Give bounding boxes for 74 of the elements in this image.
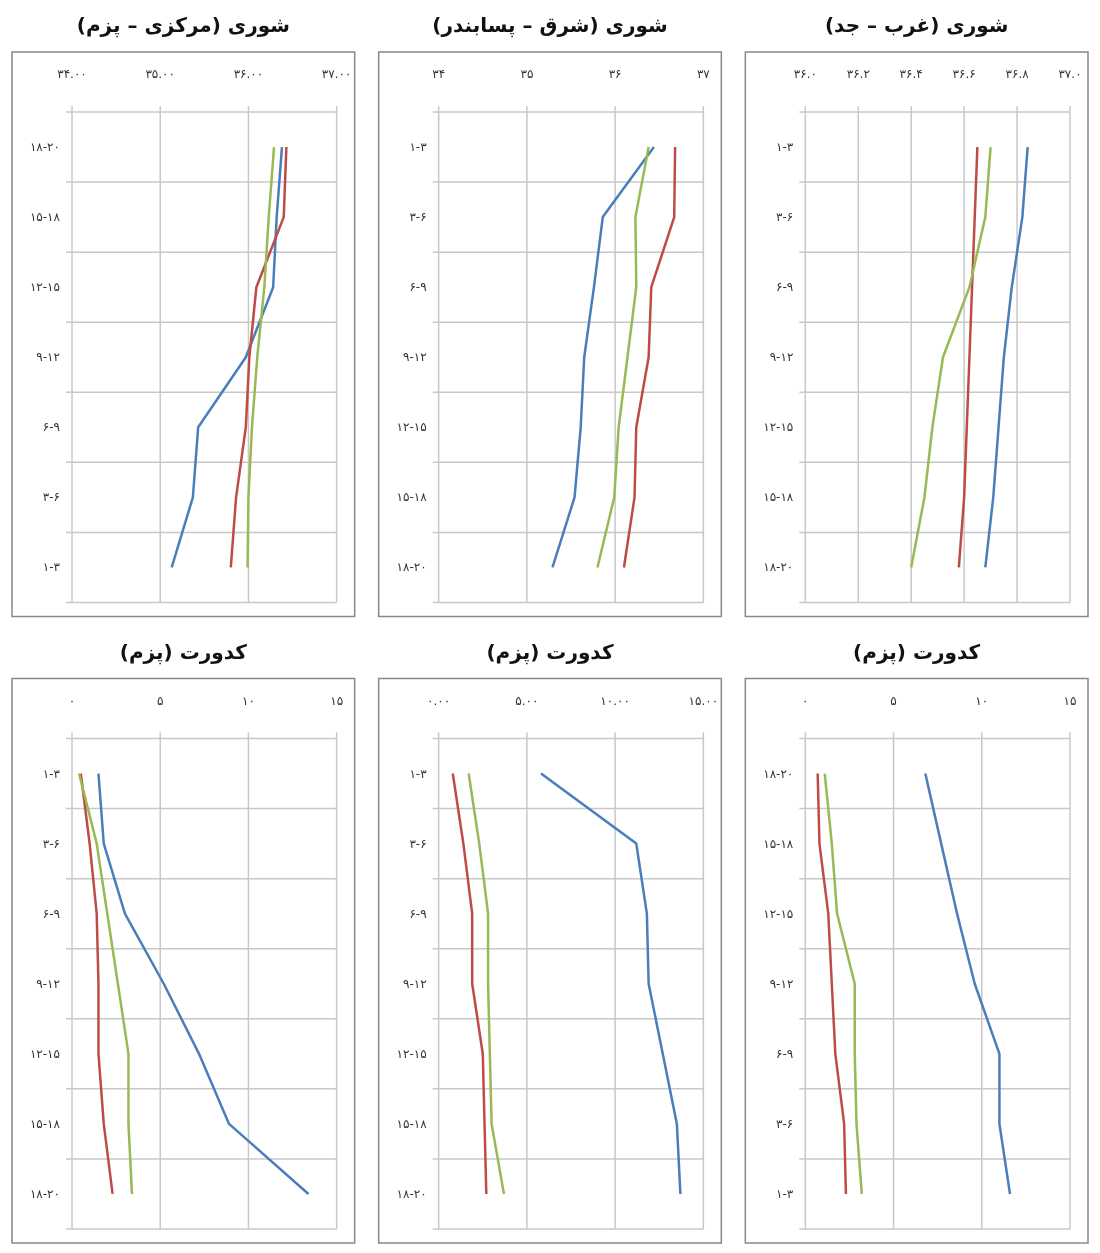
y-tick-label: ۱۵-۱۸ <box>29 1116 61 1131</box>
y-tick-label: ۹-۱۲ <box>769 350 794 365</box>
chart-title: شوری (مرکزی – پزم) <box>76 13 290 38</box>
x-tick-label: ۳۵.۰۰ <box>145 67 176 81</box>
y-tick-label: ۱-۳ <box>776 1186 794 1201</box>
x-tick-label: ۰.۰۰ <box>427 693 451 708</box>
x-tick-label: ۳۷ <box>696 67 711 81</box>
x-tick-label: ۱۵.۰۰ <box>688 693 719 708</box>
y-tick-label: ۱۲-۱۵ <box>396 1046 427 1061</box>
y-tick-label: ۱۸-۲۰ <box>763 766 794 781</box>
y-tick-label: ۶-۹ <box>776 1046 794 1061</box>
y-tick-label: ۱-۳ <box>42 766 61 781</box>
x-tick-label: ۳۵ <box>520 67 534 81</box>
x-tick-label: ۳۴ <box>432 67 446 81</box>
x-tick-label: ۱۰ <box>975 693 989 708</box>
x-tick-label: ۰ <box>802 693 809 708</box>
x-tick-label: ۳۶.۲ <box>846 67 870 81</box>
y-tick-label: ۱۵-۱۸ <box>763 836 794 851</box>
y-tick-label: ۱-۳ <box>776 140 794 155</box>
y-tick-label: ۶-۹ <box>42 420 60 435</box>
y-tick-label: ۱۸-۲۰ <box>763 560 794 575</box>
y-tick-label: ۱۵-۱۸ <box>763 490 794 505</box>
y-tick-label: ۹-۱۲ <box>36 976 60 991</box>
y-tick-label: ۶-۹ <box>409 906 427 921</box>
x-tick-label: ۱۵ <box>1063 693 1077 708</box>
x-tick-label: ۵ <box>890 693 897 708</box>
y-tick-label: ۹-۱۲ <box>402 976 427 991</box>
y-tick-label: ۱-۳ <box>42 560 61 575</box>
x-tick-label: ۱۰ <box>242 693 255 708</box>
y-tick-label: ۶-۹ <box>42 906 60 921</box>
y-tick-label: ۶-۹ <box>776 280 794 295</box>
y-tick-label: ۱۸-۲۰ <box>29 140 60 155</box>
y-tick-label: ۱۵-۱۸ <box>29 210 61 225</box>
x-tick-label: ۰ <box>68 693 76 708</box>
y-tick-label: ۱۲-۱۵ <box>396 420 427 435</box>
y-tick-label: ۳-۶ <box>409 836 427 851</box>
y-tick-label: ۱۵-۱۸ <box>396 1116 428 1131</box>
y-tick-label: ۱۸-۲۰ <box>396 560 427 575</box>
y-tick-label: ۶-۹ <box>409 280 427 295</box>
y-tick-label: ۱-۳ <box>409 766 428 781</box>
y-tick-label: ۱-۳ <box>409 140 428 155</box>
chart-title: شوری (شرق – پسابندر) <box>432 13 668 38</box>
y-tick-label: ۳-۶ <box>776 1116 794 1131</box>
chart-title: کدورت (پزم) <box>853 639 981 665</box>
chart-title: کدورت (پزم) <box>486 639 614 665</box>
x-tick-label: ۱۰.۰۰ <box>600 693 630 708</box>
x-tick-label: ۳۶.۴ <box>899 67 923 81</box>
x-tick-label: ۳۶.۰۰ <box>233 67 264 81</box>
y-tick-label: ۱۵-۱۸ <box>396 490 428 505</box>
x-tick-label: ۳۶ <box>608 67 622 81</box>
y-tick-label: ۱۸-۲۰ <box>396 1186 427 1201</box>
y-tick-label: ۹-۱۲ <box>769 976 794 991</box>
x-tick-label: ۳۶.۶ <box>952 67 976 81</box>
x-tick-label: ۵.۰۰ <box>515 693 539 708</box>
x-tick-label: ۳۶.۰ <box>793 67 817 81</box>
y-tick-label: ۱۲-۱۵ <box>763 906 794 921</box>
x-tick-label: ۱۵ <box>330 693 344 708</box>
y-tick-label: ۳-۶ <box>776 210 794 225</box>
chart-title: شوری (غرب – جد) <box>824 13 1009 37</box>
y-tick-label: ۱۸-۲۰ <box>29 1186 60 1201</box>
x-tick-label: ۳۷.۰۰ <box>321 67 352 81</box>
y-tick-label: ۳-۶ <box>42 490 60 505</box>
y-tick-label: ۱۲-۱۵ <box>29 1046 60 1061</box>
y-tick-label: ۱۲-۱۵ <box>763 420 794 435</box>
y-tick-label: ۱۲-۱۵ <box>29 280 60 295</box>
y-tick-label: ۳-۶ <box>409 210 427 225</box>
chart-title: کدورت (پزم) <box>119 639 248 665</box>
x-tick-label: ۳۶.۸ <box>1005 67 1030 81</box>
x-tick-label: ۳۷.۰ <box>1058 67 1082 81</box>
y-tick-label: ۳-۶ <box>42 836 60 851</box>
x-tick-label: ۵ <box>157 693 164 708</box>
x-tick-label: ۳۴.۰۰ <box>57 67 87 81</box>
y-tick-label: ۹-۱۲ <box>36 350 60 365</box>
y-tick-label: ۹-۱۲ <box>402 350 427 365</box>
